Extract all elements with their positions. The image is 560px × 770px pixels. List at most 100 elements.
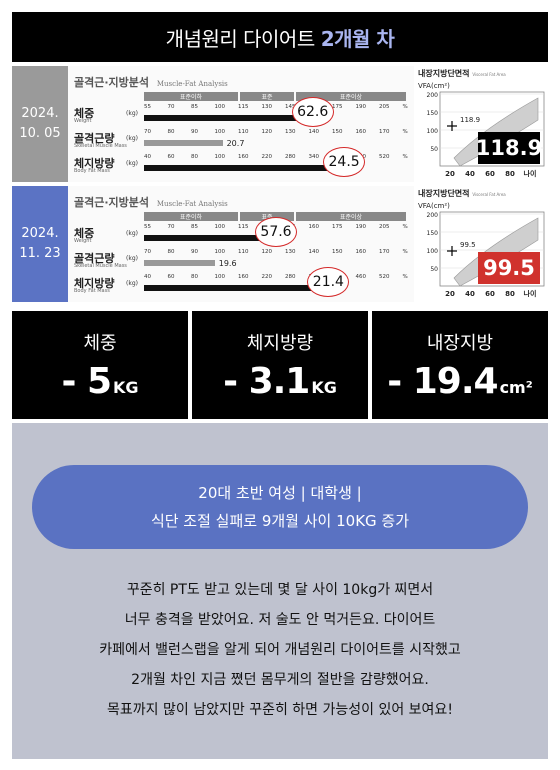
profile-line-2: 식단 조절 실패로 9개월 사이 10KG 증가 <box>150 512 410 530</box>
scale-tick: 140 <box>308 129 320 135</box>
sheet-title-text: 골격근·지방분석 <box>74 76 150 89</box>
record-date: 2024. 10. 05 <box>12 66 68 182</box>
scale-tick: 60 <box>167 154 175 160</box>
scale-tick: % <box>402 129 408 135</box>
page-header: 개념원리 다이어트 2개월 차 <box>12 12 548 62</box>
metric-label: 체지방량 <box>74 277 115 290</box>
scale-tick: 100 <box>214 224 226 230</box>
scale-tick: 130 <box>285 249 296 255</box>
stat-number: - 5 <box>61 361 112 402</box>
testimonial-line: 너무 충격을 받았어요. 저 술도 안 먹거든요. 다이어트 <box>124 612 436 628</box>
scale-tick: 190 <box>355 224 367 230</box>
metric-bar <box>144 115 312 121</box>
metric-scale: 406080100160220280340400460520% <box>144 154 408 162</box>
record-row-2: 2024. 11. 23 골격근·지방분석 Muscle-Fat Analysi… <box>12 186 548 302</box>
record-date-year: 2024. <box>21 226 59 241</box>
scale-tick: 280 <box>285 154 296 160</box>
sheet-title-sub: Muscle-Fat Analysis <box>156 80 228 88</box>
testimonial-line: 목표까지 많이 남았지만 꾸준히 하면 가능성이 있어 보여요! <box>107 702 453 718</box>
scale-tick: 220 <box>261 274 273 280</box>
scale-tick: 55 <box>144 224 151 230</box>
scale-tick: 160 <box>355 249 367 255</box>
metric-label: 골격근량 <box>74 132 115 145</box>
metric-label: 체지방량 <box>74 157 115 170</box>
scale-tick: 170 <box>379 249 390 255</box>
vfa-y-tick: 150 <box>427 110 439 117</box>
scale-tick: 170 <box>379 129 390 135</box>
scale-tick: 100 <box>214 249 226 255</box>
scale-tick: 115 <box>238 224 249 230</box>
metric-unit: (kg) <box>126 230 138 237</box>
vfa-axis-label: VFA(cm²) <box>418 82 450 90</box>
vfa-y-tick: 200 <box>427 212 439 219</box>
vfa-x-tick: 80 <box>505 290 515 298</box>
metric-sublabel: Body Fat Mass <box>74 288 110 294</box>
scale-tick: 140 <box>308 249 320 255</box>
scale-tick: 85 <box>191 224 198 230</box>
metric-value: 20.7 <box>226 139 245 148</box>
vfa-x-tick: 나이 <box>524 169 537 178</box>
scale-tick: 100 <box>214 129 226 135</box>
vfa-y-tick: 50 <box>430 146 438 153</box>
stat-body-fat: 체지방량 - 3.1 KG <box>192 311 368 419</box>
metric-sublabel: Weight <box>74 118 92 124</box>
scale-tick: % <box>402 249 408 255</box>
stat-value: - 3.1 KG <box>192 361 368 402</box>
record-date-year: 2024. <box>21 106 59 121</box>
metric-bar <box>144 260 215 266</box>
metric-unit: (kg) <box>126 160 138 167</box>
scale-tick: 90 <box>191 129 198 135</box>
scale-tick: 190 <box>355 104 367 110</box>
scale-tick: 175 <box>332 104 343 110</box>
scale-tick: 100 <box>214 274 226 280</box>
scale-tick: 205 <box>379 104 390 110</box>
stat-unit: KG <box>311 378 337 397</box>
metric-label: 체중 <box>74 107 95 120</box>
metric-label: 골격근량 <box>74 252 115 265</box>
scale-tick: 70 <box>167 104 175 110</box>
stat-visceral-fat: 내장지방 - 19.4 cm² <box>372 311 548 419</box>
scale-tick: 110 <box>238 129 249 135</box>
vfa-chart: VFA(cm²) 200 150 100 50 99.5 20 40 60 80 나이 내장지방단면… <box>414 186 548 302</box>
metric-sublabel: Skeletal Muscle Mass <box>74 143 127 149</box>
scale-tick: % <box>402 154 408 160</box>
scale-tick: 120 <box>261 249 273 255</box>
band-below: 표준이하 <box>144 212 238 221</box>
scale-tick: 80 <box>167 249 175 255</box>
vfa-y-tick: 50 <box>430 266 438 273</box>
header-highlight: 2개월 차 <box>320 26 395 51</box>
stat-label: 체지방량 <box>246 333 314 354</box>
record-date-day: 10. 05 <box>19 126 61 141</box>
scale-tick: 220 <box>261 154 273 160</box>
vfa-x-tick: 60 <box>485 290 495 298</box>
vfa-y-tick: 100 <box>427 248 439 255</box>
band-normal: 표준 <box>240 92 294 101</box>
scale-tick: 110 <box>238 249 249 255</box>
sheet-title: 골격근·지방분석 Muscle-Fat Analysis <box>74 194 228 210</box>
scale-tick: 100 <box>214 104 226 110</box>
record-date: 2024. 11. 23 <box>12 186 68 302</box>
scale-tick: 80 <box>191 274 198 280</box>
stat-label: 체중 <box>83 333 117 354</box>
vfa-badge: 99.5 <box>478 252 540 284</box>
vfa-frame <box>439 211 545 287</box>
scale-tick: 280 <box>285 274 296 280</box>
vfa-marker-label: 118.9 <box>460 116 480 124</box>
scale-tick: 55 <box>144 104 151 110</box>
scale-tick: 160 <box>308 224 320 230</box>
stat-label: 내장지방 <box>426 333 494 354</box>
metric-value-circled: 57.6 <box>255 217 297 247</box>
metric-muscle: 골격근량 Skeletal Muscle Mass (kg) 70 80 90 100 110… <box>68 248 414 272</box>
vfa-x-tick: 20 <box>445 290 455 298</box>
scale-tick: 150 <box>332 249 343 255</box>
metric-scale: 70 80 90 100 110 120 130 140 150 160 170% <box>144 129 408 137</box>
scale-tick: 90 <box>191 249 198 255</box>
band-above: 표준이상 <box>296 212 406 221</box>
vfa-x-tick: 60 <box>485 170 495 178</box>
band-above: 표준이상 <box>296 92 406 101</box>
metric-scale: 70 80 90 100 110 120 130 140 150 160 170% <box>144 249 408 257</box>
metric-value-circled: 21.4 <box>307 267 350 297</box>
metric-bar <box>144 140 223 146</box>
